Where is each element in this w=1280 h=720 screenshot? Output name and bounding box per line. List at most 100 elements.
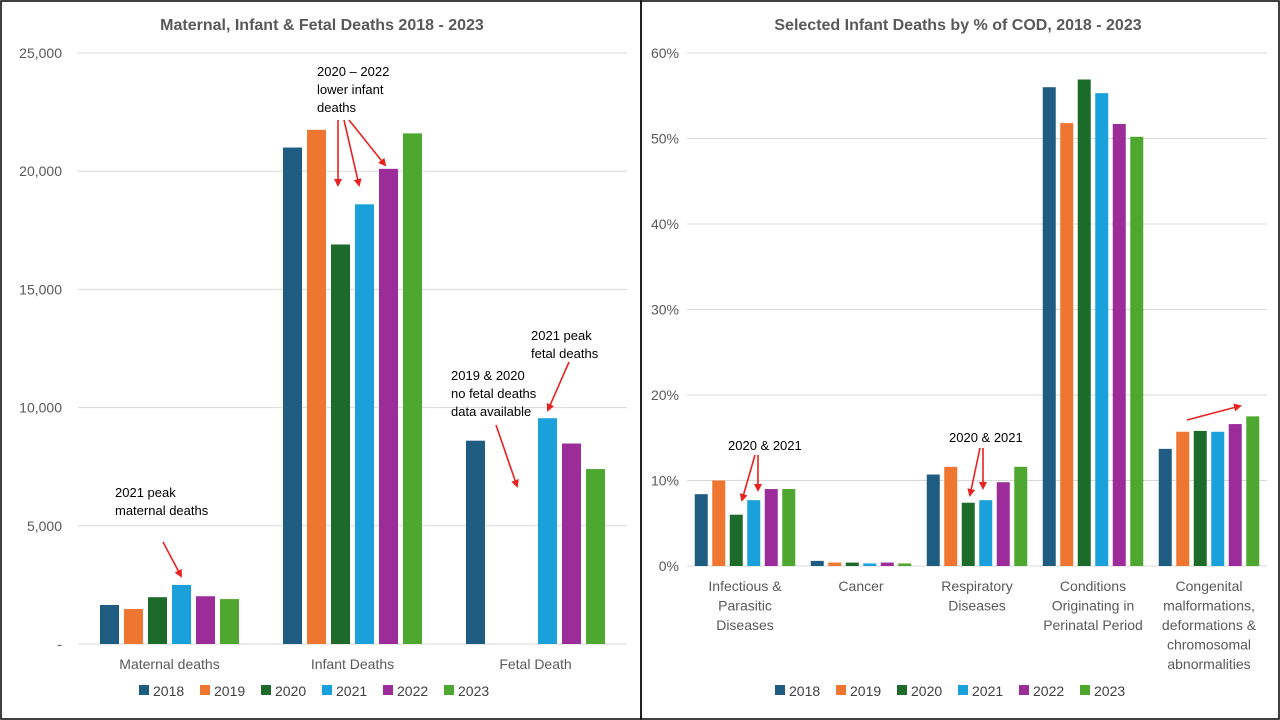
right-bar-2019: [944, 466, 958, 566]
right-bar-2019: [828, 562, 842, 566]
right-bar-2019: [1060, 123, 1074, 567]
left-chart-legend: 2018 2019 2020 2021 2022 2023: [139, 683, 489, 699]
left-legend-label: 2020: [275, 683, 306, 699]
left-bar-2022: [562, 443, 581, 644]
right-legend-swatch: [775, 685, 785, 695]
right-legend-label: 2023: [1094, 683, 1125, 699]
right-bar-2023: [1130, 136, 1144, 567]
left-legend-label: 2023: [458, 683, 489, 699]
annotation-arrow: [162, 541, 182, 578]
right-bar-2023: [1014, 466, 1028, 566]
annotation-text: 2019 & 2020 no fetal deaths data available: [451, 368, 537, 419]
annotation-arrow: [495, 424, 519, 488]
left-bar-2022: [379, 168, 398, 644]
right-legend-label: 2020: [911, 683, 942, 699]
right-y-tick-label: 20%: [651, 387, 679, 403]
left-bar-2023: [220, 599, 239, 644]
left-bar-2019: [307, 129, 326, 644]
right-bar-2022: [880, 562, 894, 566]
annotations: 2021 peak maternal deaths 2020 – 2022 lower…: [115, 64, 1242, 578]
right-bar-2022: [1228, 424, 1242, 566]
left-legend-swatch: [139, 685, 149, 695]
right-bar-2023: [782, 489, 796, 566]
annotation-text: 2021 peak fetal deaths: [531, 328, 599, 361]
left-chart-bars: [100, 129, 605, 644]
right-legend-label: 2019: [850, 683, 881, 699]
right-bar-2020: [1193, 430, 1207, 566]
left-legend-label: 2018: [153, 683, 184, 699]
right-chart-bars: [694, 79, 1260, 567]
right-bar-2019: [1176, 431, 1190, 566]
right-bar-2020: [845, 562, 859, 566]
left-y-tick-label: 25,000: [19, 45, 62, 61]
left-legend-swatch: [200, 685, 210, 695]
right-bar-2021: [979, 500, 993, 566]
right-bar-2020: [961, 502, 975, 566]
annotation-arrow: [1186, 403, 1242, 421]
left-bar-2020: [331, 244, 350, 644]
left-bar-2022: [196, 596, 215, 644]
annotation-arrow: [739, 454, 756, 502]
right-y-tick-label: 60%: [651, 45, 679, 61]
right-category-label: Congenital malformations, deformations & ch…: [1162, 578, 1257, 672]
left-legend-label: 2022: [397, 683, 428, 699]
left-legend-swatch: [444, 685, 454, 695]
left-y-tick-label: 15,000: [19, 281, 62, 297]
right-bar-2018: [694, 494, 708, 566]
right-legend-label: 2018: [789, 683, 820, 699]
right-legend-label: 2022: [1033, 683, 1064, 699]
left-chart-gridlines: - 5,000 10,000 15,000 20,000 25,000: [19, 45, 627, 652]
right-bar-2021: [1095, 93, 1109, 566]
left-y-tick-label: -: [57, 636, 62, 652]
right-bar-2023: [898, 563, 912, 566]
right-chart-title: Selected Infant Deaths by % of COD, 2018…: [774, 17, 1141, 34]
right-legend-swatch: [897, 685, 907, 695]
right-y-tick-label: 0%: [659, 558, 679, 574]
right-bar-2023: [1246, 416, 1260, 566]
left-bar-2023: [403, 133, 422, 644]
left-chart-category-labels: Maternal deaths Infant Deaths Fetal Death: [119, 656, 571, 672]
left-legend-swatch: [383, 685, 393, 695]
right-legend-swatch: [1019, 685, 1029, 695]
right-y-tick-label: 30%: [651, 302, 679, 318]
annotation-text: 2020 & 2021: [728, 438, 802, 453]
left-legend-swatch: [261, 685, 271, 695]
left-bar-2021: [355, 204, 374, 644]
right-legend-label: 2021: [972, 683, 1003, 699]
left-bar-2020: [148, 597, 167, 644]
left-bar-2018: [283, 147, 302, 644]
right-category-label: Respiratory Diseases: [941, 578, 1013, 614]
right-category-label: Infectious & Parasitic Diseases: [708, 578, 782, 633]
right-chart-category-labels: Infectious & Parasitic Diseases Cancer Respi…: [708, 578, 1256, 672]
left-bar-2018: [466, 440, 485, 644]
left-category-label: Fetal Death: [499, 656, 571, 672]
right-bar-2018: [810, 560, 824, 566]
annotation-text: 2020 & 2021: [949, 430, 1023, 445]
left-category-label: Maternal deaths: [119, 656, 219, 672]
right-bar-2018: [926, 474, 940, 566]
left-bar-2021: [538, 418, 557, 644]
annotation-text: 2020 – 2022 lower infant deaths: [317, 64, 389, 115]
left-y-tick-label: 10,000: [19, 400, 62, 416]
right-bar-2020: [729, 514, 743, 566]
annotation-arrow: [343, 119, 362, 187]
right-panel-border: [640, 0, 1280, 720]
right-legend-swatch: [836, 685, 846, 695]
right-chart-legend: 2018 2019 2020 2021 2022 2023: [775, 683, 1125, 699]
annotation-arrow: [348, 119, 387, 167]
left-bar-2019: [124, 609, 143, 644]
right-bar-2021: [747, 500, 761, 566]
right-category-label: Conditions Originating in Perinatal Period: [1043, 578, 1143, 633]
right-legend-swatch: [958, 685, 968, 695]
left-category-label: Infant Deaths: [311, 656, 394, 672]
left-legend-label: 2021: [336, 683, 367, 699]
right-bar-2022: [764, 489, 778, 566]
annotation-arrow: [546, 361, 570, 412]
left-legend-swatch: [322, 685, 332, 695]
right-legend-swatch: [1080, 685, 1090, 695]
right-category-label: Cancer: [838, 578, 883, 594]
right-bar-2018: [1158, 448, 1172, 566]
right-y-tick-label: 10%: [651, 473, 679, 489]
